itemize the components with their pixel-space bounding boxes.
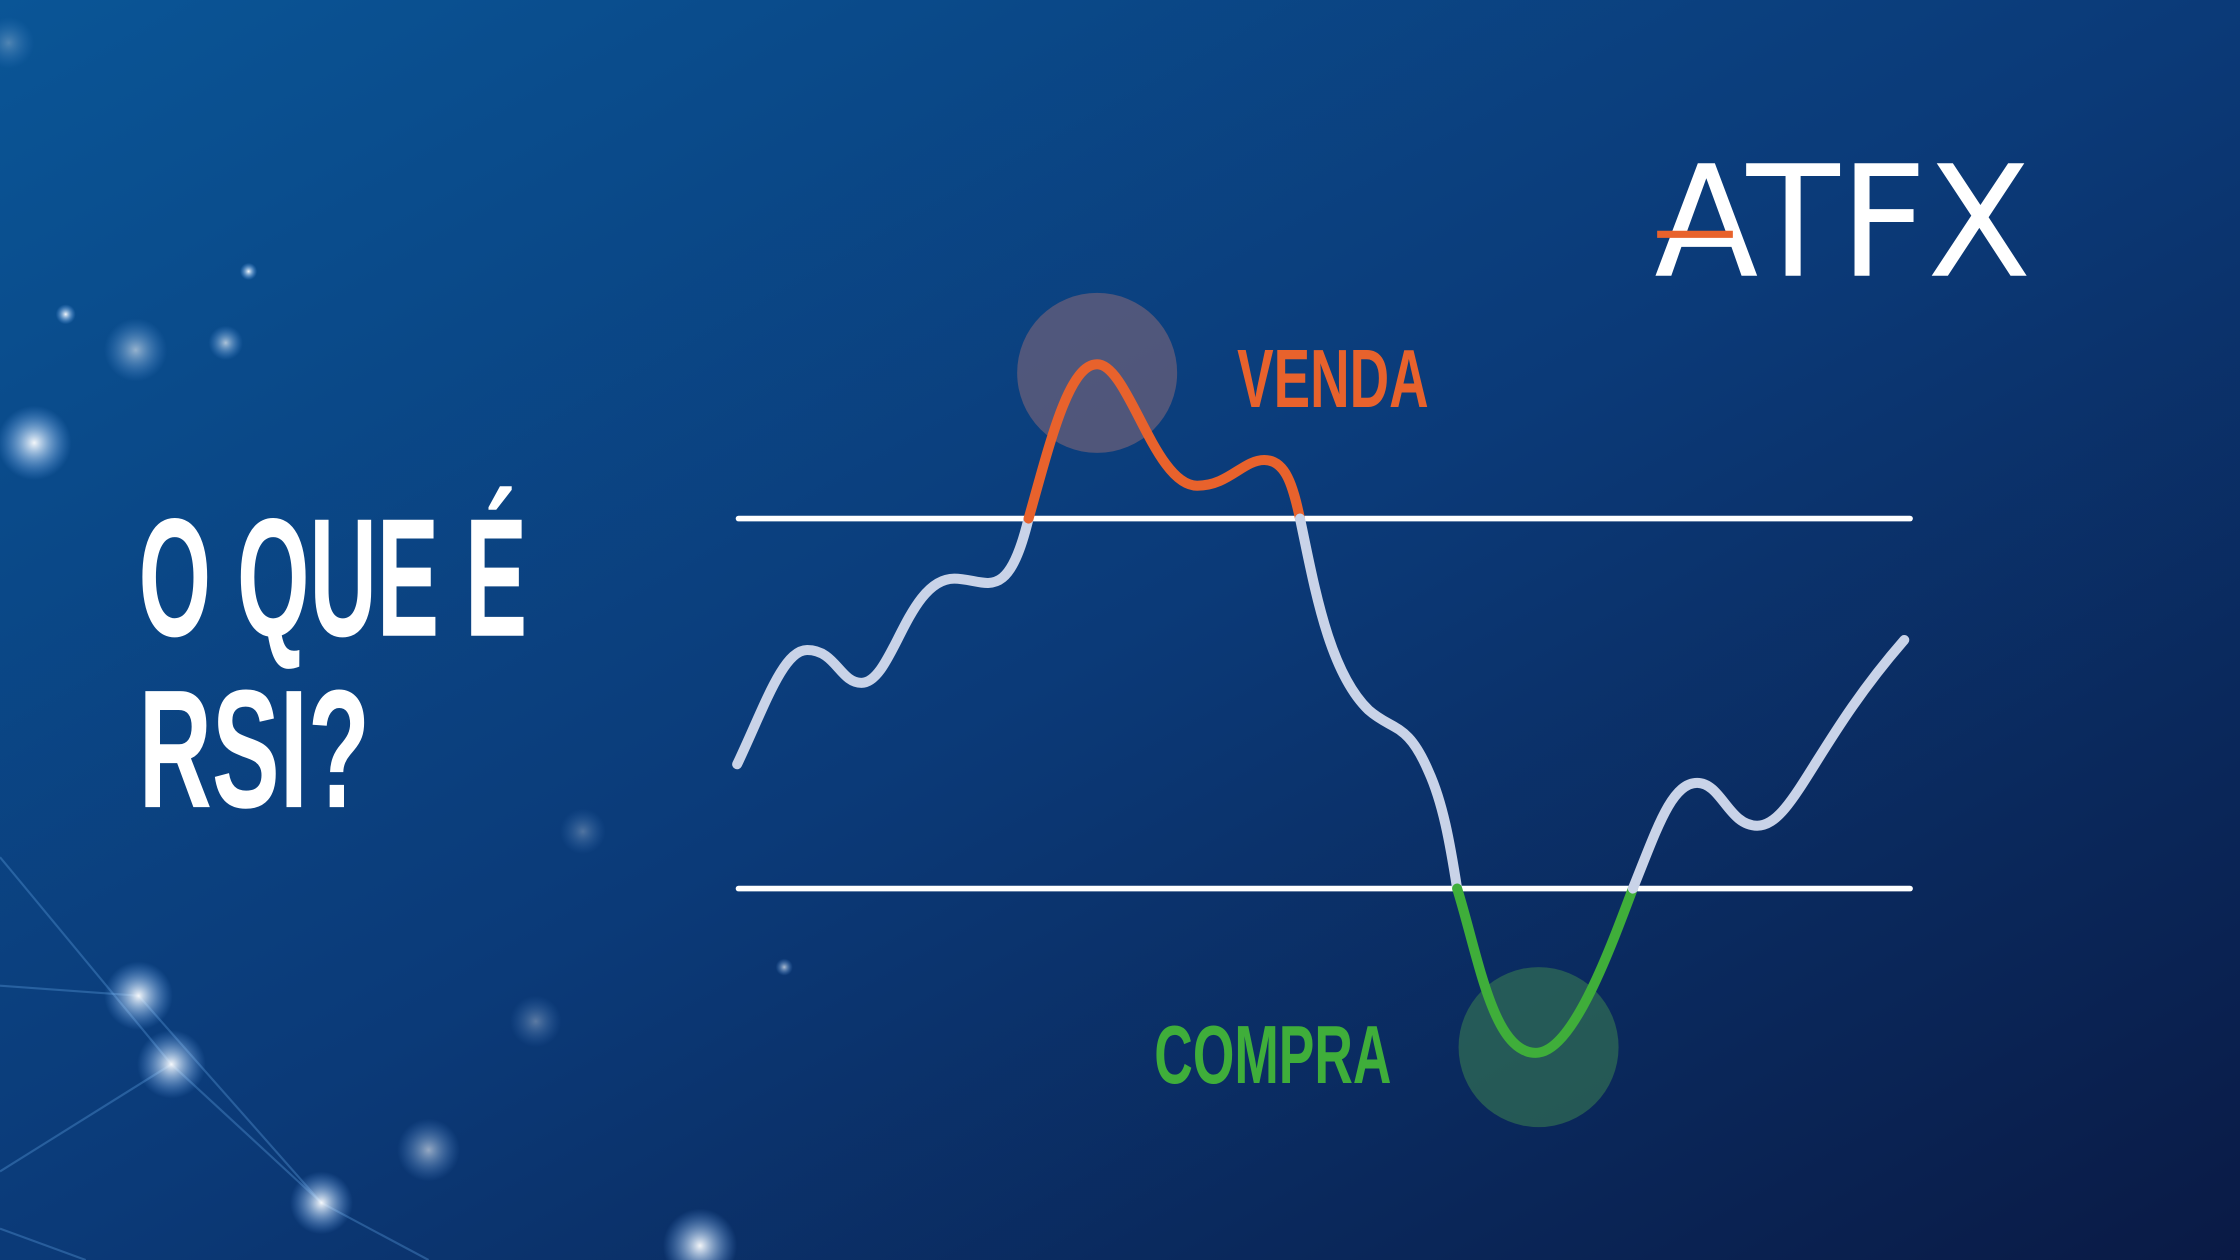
- sell-label: VENDA: [1237, 332, 1428, 425]
- glow-dots: [0, 17, 793, 1260]
- curve-segment: [1452, 883, 1638, 1058]
- title-line: O QUE É: [139, 483, 528, 672]
- curve-segment: [1295, 513, 1463, 894]
- sell-highlight: [1017, 292, 1178, 453]
- buy-label: COMPRA: [1154, 1008, 1391, 1101]
- logo: ATFX: [1654, 134, 2031, 313]
- curve-segment: [1627, 635, 1910, 894]
- curve-segment: [732, 513, 1034, 770]
- rsi-curve: [732, 359, 1910, 1058]
- curve-segment: [1023, 359, 1305, 524]
- title-line: RSI?: [139, 654, 370, 843]
